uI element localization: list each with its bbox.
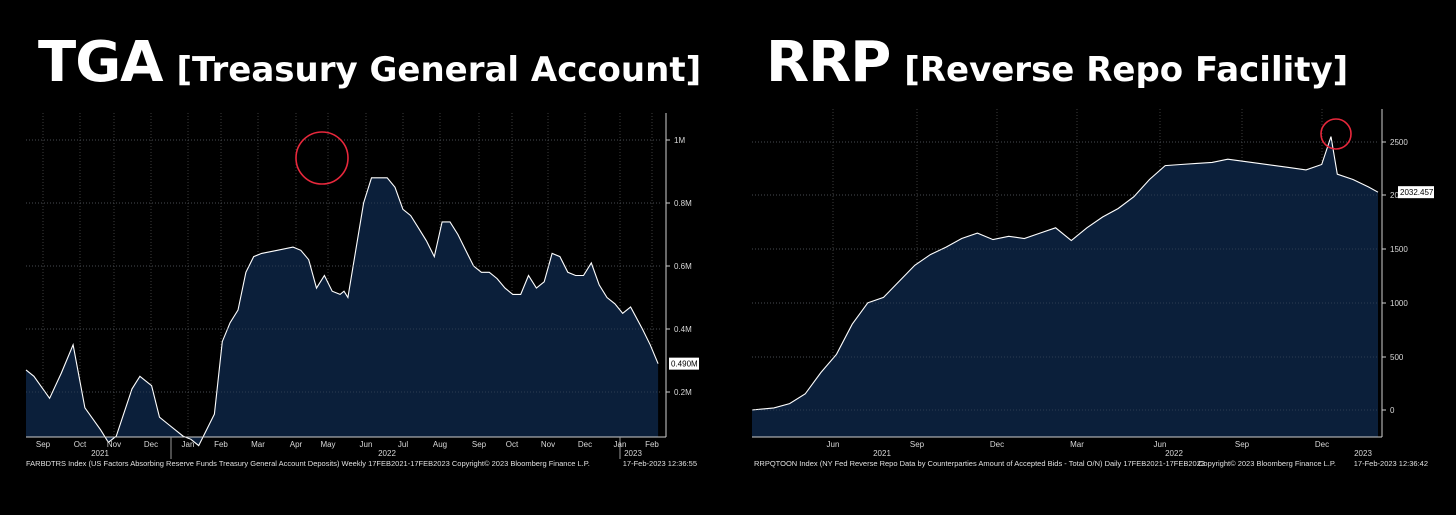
y-tick-label: 1M	[674, 136, 685, 145]
x-year-label: 2023	[624, 449, 642, 458]
x-tick-label: Aug	[433, 440, 447, 449]
tga-title: TGA [Treasury General Account]	[38, 30, 701, 95]
y-tick-label: 0	[1390, 406, 1395, 415]
tga-title-sub: [Treasury General Account]	[176, 50, 702, 90]
y-tick-label: 0.6M	[674, 262, 692, 271]
y-tick-label: 0.4M	[674, 325, 692, 334]
series-line	[751, 136, 1379, 411]
chart-tga: 0.2M 0.4M 0.6M 0.8M 1M Sep Oct Nov Dec Jan Feb Mar A…	[25, 113, 699, 468]
x-tick-label: Jan	[614, 440, 627, 449]
x-tick-label: Oct	[74, 440, 87, 449]
x-tick-label: Feb	[645, 440, 659, 449]
x-tick-label: Dec	[144, 440, 158, 449]
footer-timestamp: 17-Feb-2023 12:36:55	[623, 459, 697, 468]
footer-timestamp: 17-Feb-2023 12:36:42	[1354, 459, 1428, 468]
x-tick-label: Nov	[541, 440, 555, 449]
last-value-tag	[1398, 186, 1434, 199]
last-value-tag	[669, 357, 699, 370]
footer-source: RRPQTOON Index (NY Fed Reverse Repo Data…	[754, 459, 1205, 468]
y-tick-label: 2500	[1390, 138, 1408, 147]
x-year-label: 2021	[91, 449, 109, 458]
x-tick-label: Sep	[1235, 440, 1250, 449]
footer-source: FARBDTRS Index (US Factors Absorbing Res…	[26, 459, 590, 468]
y-tick-label: 0.8M	[674, 199, 692, 208]
x-year-label: 2023	[1354, 449, 1372, 458]
last-value-label: 2032.457	[1400, 188, 1434, 197]
x-tick-label: Sep	[910, 440, 925, 449]
x-tick-label: Mar	[251, 440, 265, 449]
x-tick-label: Sep	[36, 440, 51, 449]
series-area	[26, 177, 659, 446]
x-tick-label: Feb	[214, 440, 228, 449]
x-tick-label: May	[320, 440, 335, 449]
footer-copyright: Copyright© 2023 Bloomberg Finance L.P.	[1198, 459, 1336, 468]
x-tick-label: Dec	[990, 440, 1004, 449]
y-tick-label: 0.2M	[674, 388, 692, 397]
y-tick-label: 1500	[1390, 245, 1408, 254]
x-tick-label: Sep	[472, 440, 487, 449]
x-tick-label: Jun	[1154, 440, 1167, 449]
x-year-label: 2022	[378, 449, 396, 458]
tga-title-main: TGA	[38, 30, 164, 95]
last-value-label: 0.490M	[671, 360, 698, 369]
x-tick-label: Dec	[1315, 440, 1329, 449]
x-tick-label: Jun	[827, 440, 840, 449]
x-year-label: 2022	[1165, 449, 1183, 458]
x-tick-label: Apr	[290, 440, 303, 449]
series-line	[25, 177, 659, 447]
y-tick-label: 1000	[1390, 299, 1408, 308]
x-tick-label: Mar	[1070, 440, 1084, 449]
x-tick-label: Jan	[182, 440, 195, 449]
series-area	[752, 136, 1378, 437]
rrp-title: RRP [Reverse Repo Facility]	[766, 30, 1348, 95]
x-tick-label: Oct	[506, 440, 519, 449]
x-tick-label: Nov	[107, 440, 121, 449]
highlight-circle	[1320, 118, 1352, 150]
rrp-title-main: RRP	[766, 30, 891, 95]
x-tick-label: Jun	[360, 440, 373, 449]
chart-rrp: 05001000150020002500JunSepDecMarJunSepDe…	[751, 109, 1434, 468]
x-year-label: 2021	[873, 449, 891, 458]
rrp-title-sub: [Reverse Repo Facility]	[904, 50, 1349, 90]
x-tick-label: Dec	[578, 440, 592, 449]
highlight-circle	[295, 131, 349, 185]
y-tick-label: 500	[1390, 353, 1404, 362]
x-tick-label: Jul	[398, 440, 408, 449]
